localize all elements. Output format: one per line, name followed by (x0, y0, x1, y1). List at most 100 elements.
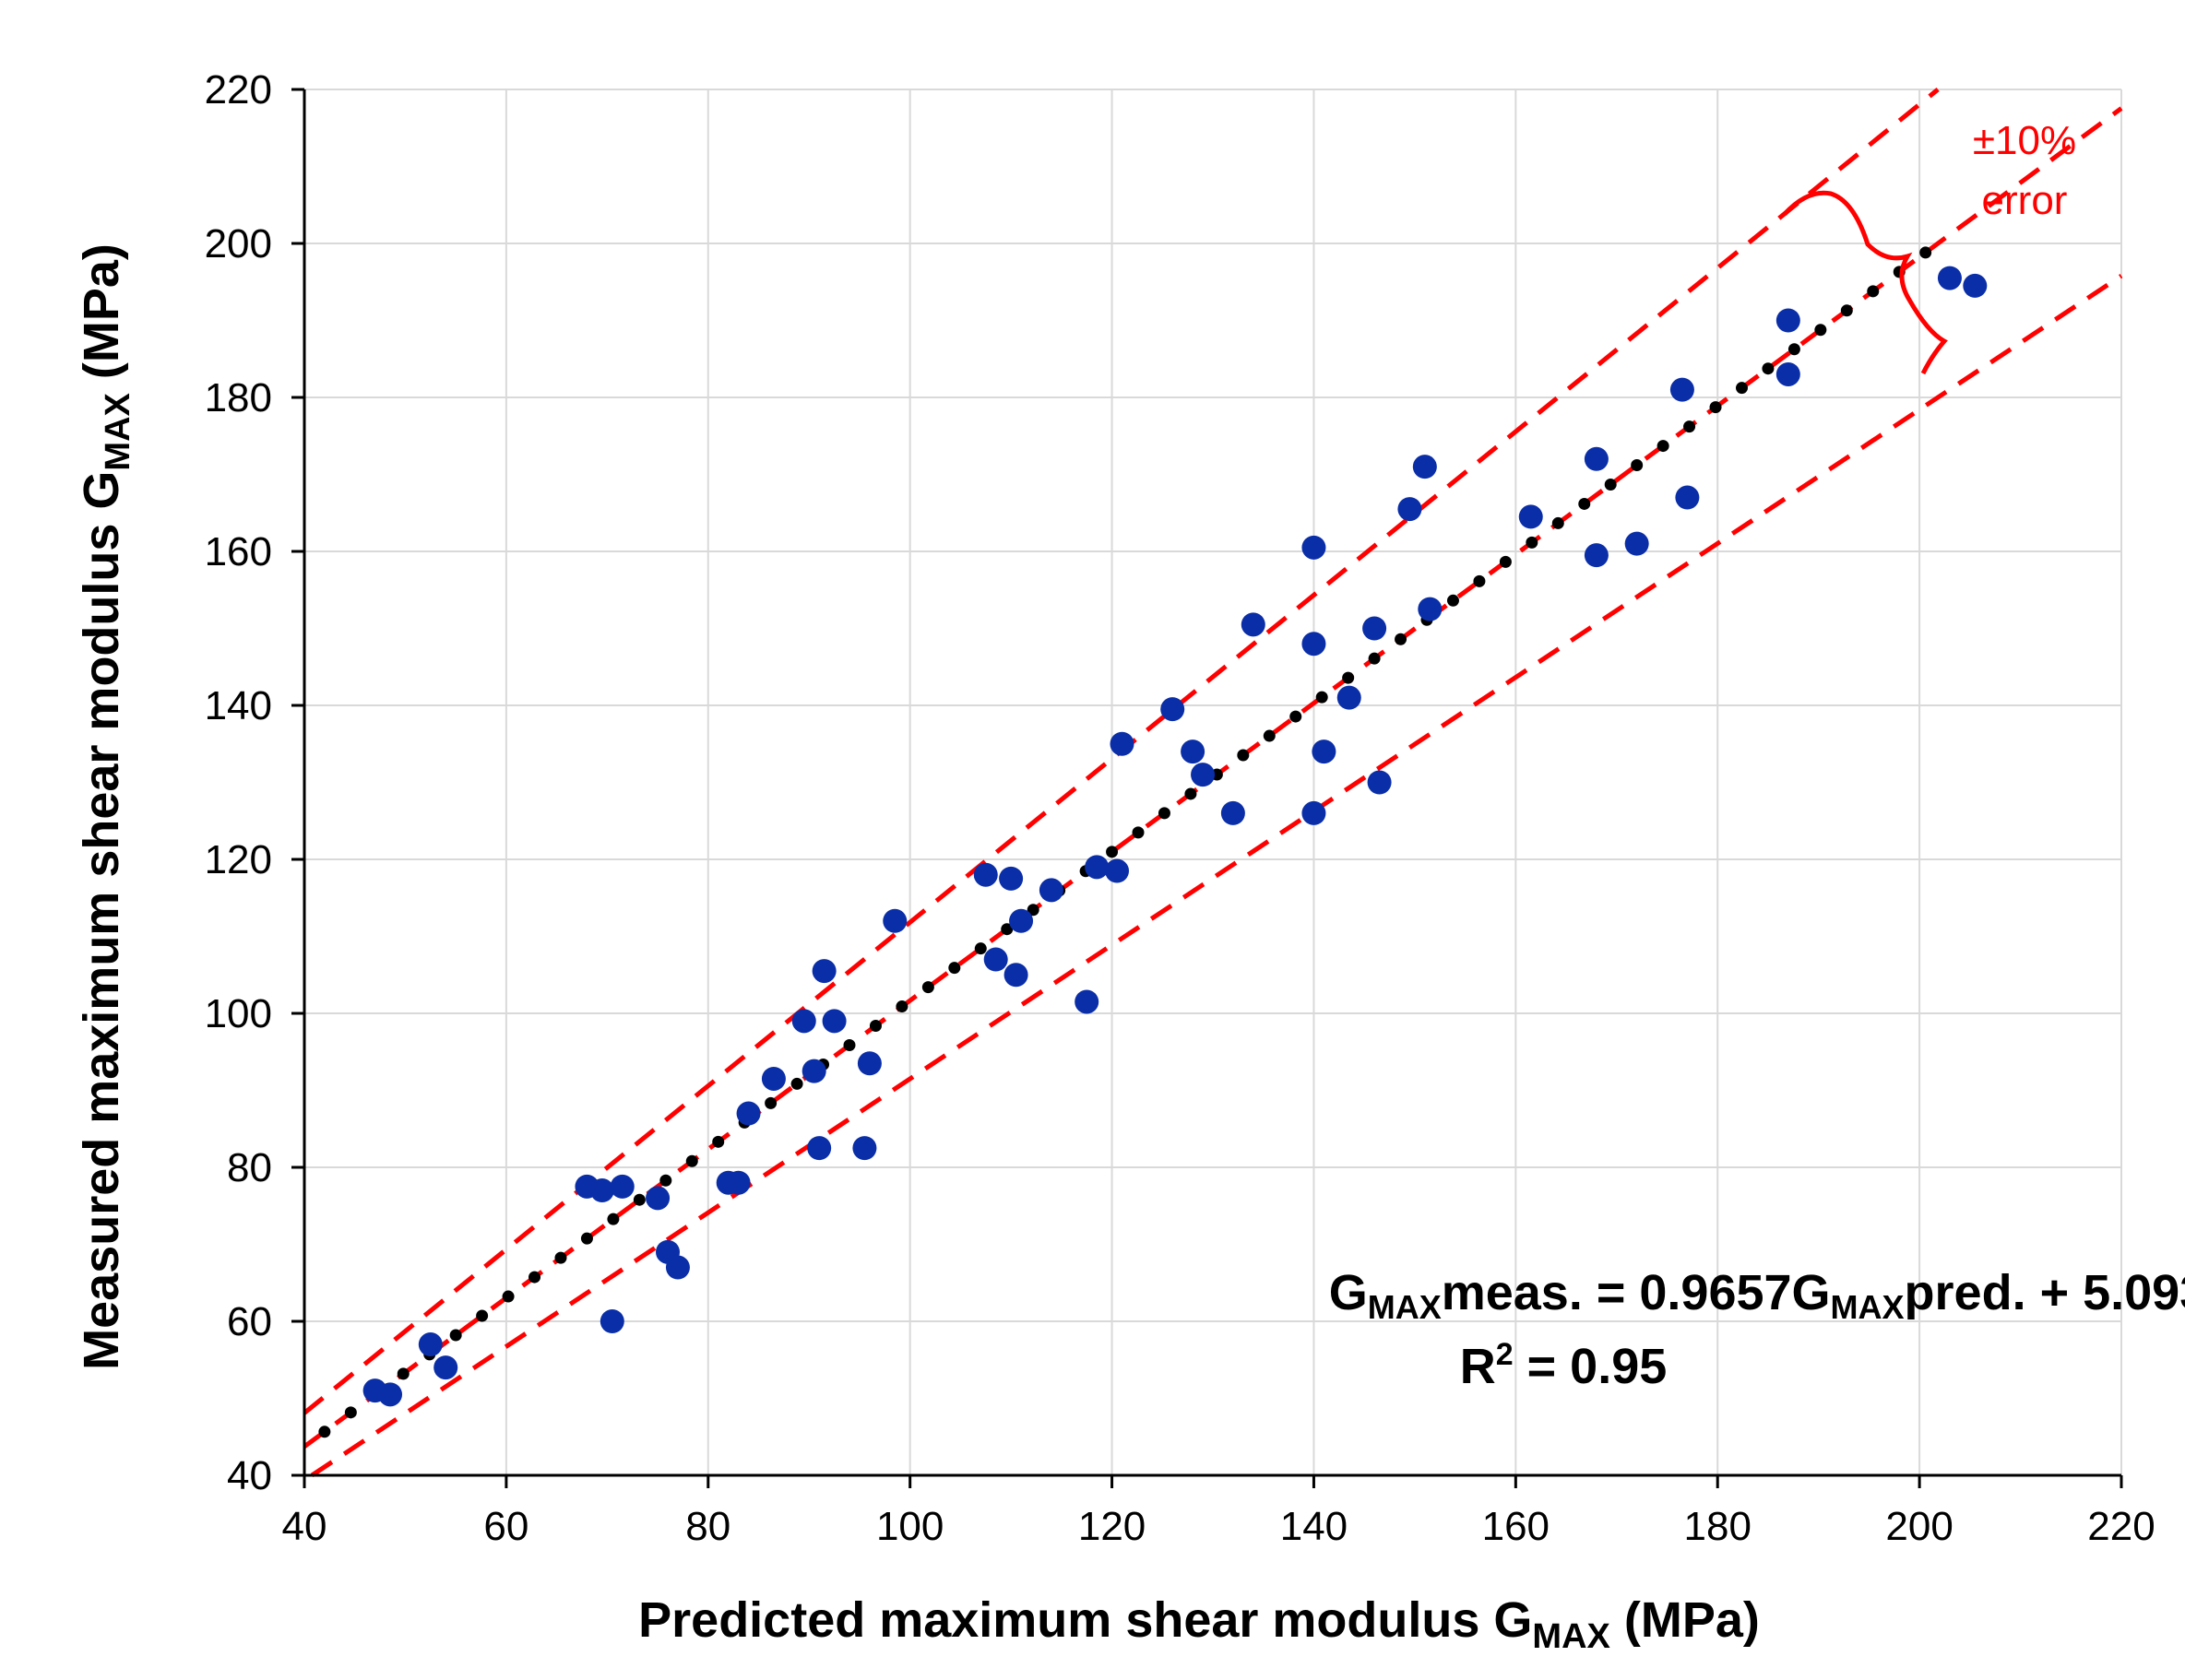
data-point (646, 1186, 671, 1211)
x-tick-label: 220 (2087, 1504, 2155, 1549)
x-tick-label: 100 (876, 1504, 944, 1549)
trendline-dot (1342, 671, 1355, 684)
x-tick-label: 120 (1078, 1504, 1146, 1549)
data-point (1009, 908, 1034, 933)
y-tick-label: 80 (227, 1145, 272, 1190)
data-point (883, 908, 908, 933)
trendline-dot (765, 1096, 778, 1109)
trendline-dot (1735, 382, 1748, 395)
trendline-dot (476, 1309, 489, 1322)
x-tick-label: 60 (483, 1504, 528, 1549)
axes (291, 88, 2123, 1488)
data-point (791, 1009, 816, 1034)
x-axis-title: Predicted maximum shear modulus GMAX (MP… (638, 1592, 1760, 1656)
data-point (418, 1332, 443, 1357)
trendline-dot (685, 1154, 698, 1167)
data-point (1624, 531, 1649, 556)
trendline-dot (1867, 285, 1880, 298)
y-tick-label: 220 (205, 67, 272, 112)
y-tick-label: 160 (205, 529, 272, 574)
trendline-dot (921, 981, 934, 994)
trendline-dot (633, 1193, 646, 1206)
trendline-dot (790, 1077, 803, 1090)
trendline (318, 246, 1932, 1438)
trendline-dot (1683, 420, 1696, 433)
y-tick-label: 40 (227, 1453, 272, 1498)
data-point (1937, 266, 1962, 290)
data-point (1241, 612, 1265, 637)
trendline-dot (1551, 516, 1564, 529)
trendline-dot (1473, 574, 1486, 587)
data-point (610, 1174, 635, 1199)
data-point (433, 1355, 458, 1380)
trendline-dot (1840, 304, 1853, 317)
error-bound-lines (303, 88, 2123, 1478)
data-point (983, 947, 1008, 972)
data-point (812, 959, 837, 984)
x-tick-label: 200 (1885, 1504, 1953, 1549)
x-tick-label: 40 (282, 1504, 327, 1549)
data-point (378, 1382, 403, 1407)
trendline-dot (1184, 787, 1197, 800)
trendline-dot (1132, 826, 1145, 839)
trendline-dot (896, 1000, 908, 1013)
data-point (973, 862, 998, 887)
trendline-dot (1237, 749, 1250, 762)
trendline-dot (1395, 633, 1407, 645)
data-point (1775, 308, 1800, 333)
data-point (665, 1255, 690, 1280)
trendline-dot (1158, 807, 1170, 820)
data-point (857, 1051, 882, 1076)
data-point (802, 1059, 826, 1083)
trendline-dot (607, 1213, 620, 1225)
data-point (1412, 455, 1437, 479)
trendline-dot (1762, 362, 1775, 375)
data-point (589, 1178, 614, 1203)
data-point (1584, 543, 1609, 568)
data-point (736, 1101, 761, 1126)
trendline-dot (1578, 497, 1591, 510)
data-point (600, 1309, 624, 1333)
data-point (1191, 763, 1216, 787)
y-tick-label: 120 (205, 837, 272, 882)
y-tick-label: 200 (205, 221, 272, 266)
data-points (362, 266, 1988, 1407)
data-point (1775, 361, 1800, 386)
data-point (761, 1066, 786, 1091)
trendline-dot (1814, 324, 1827, 337)
data-point (1301, 632, 1326, 657)
data-point (822, 1009, 847, 1034)
trendline-dot (1315, 691, 1328, 704)
data-point (1669, 377, 1694, 402)
data-point (1039, 878, 1063, 903)
data-point (852, 1136, 877, 1161)
trendline-dot (1027, 904, 1039, 917)
data-point (1160, 697, 1185, 722)
y-axis-title: Measured maximum shear modulus GMAX (MPa… (74, 243, 137, 1370)
data-point (1301, 535, 1326, 560)
trendline-dot (1106, 846, 1119, 858)
data-point (1220, 800, 1245, 825)
y-tick-label: 100 (205, 991, 272, 1036)
y-tick-label: 60 (227, 1299, 272, 1344)
trendline-dot (502, 1290, 515, 1303)
y-tick-labels: 40 60 80 100 120 140 160 180 200 220 (205, 67, 272, 1498)
trendline-dot (397, 1367, 410, 1380)
trendline-dot (318, 1426, 331, 1438)
trendline-dot (843, 1038, 856, 1051)
data-point (1584, 446, 1609, 471)
x-tick-label: 140 (1280, 1504, 1348, 1549)
trendline-dot (1446, 594, 1459, 607)
trendline-dot (344, 1406, 357, 1419)
trendline-dot (528, 1271, 541, 1284)
x-tick-label: 80 (685, 1504, 730, 1549)
trendline-dot (1631, 459, 1644, 472)
data-point (1105, 858, 1130, 883)
data-point (1367, 770, 1392, 795)
y-tick-label: 140 (205, 683, 272, 728)
r-squared: R2 = 0.95 (1460, 1337, 1668, 1394)
x-tick-label: 160 (1482, 1504, 1550, 1549)
data-point (726, 1170, 751, 1195)
data-point (1085, 855, 1110, 880)
trendline-dot (948, 962, 961, 975)
